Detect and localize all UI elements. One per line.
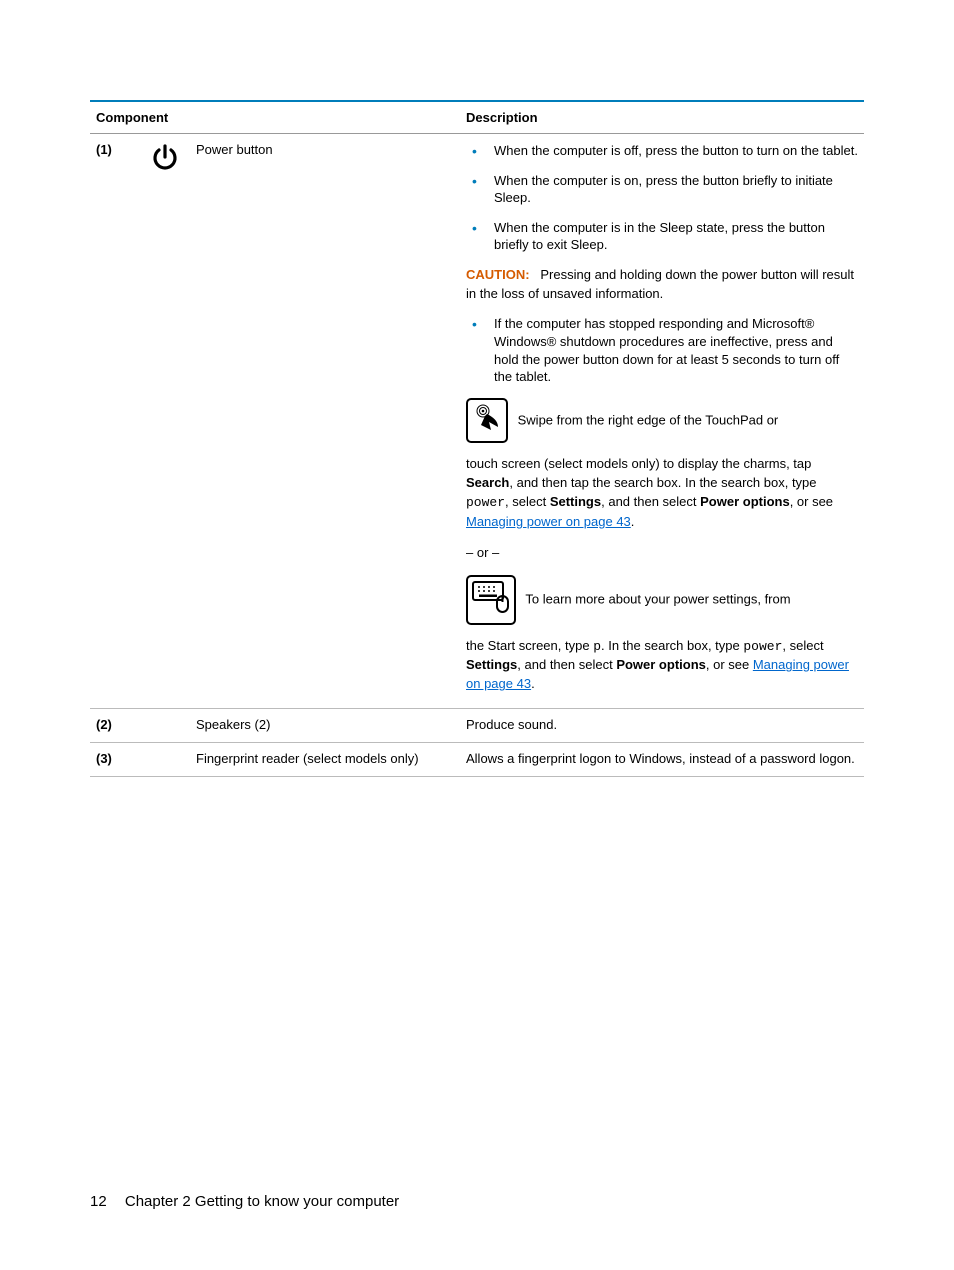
power-icon: [140, 134, 190, 709]
component-table: Component Description (1) Power button W…: [90, 100, 864, 777]
caution-label: CAUTION:: [466, 267, 530, 282]
component-description: Produce sound.: [460, 709, 864, 743]
swipe-lead: Swipe from the right edge of the TouchPa…: [518, 412, 779, 427]
table-row: (3) Fingerprint reader (select models on…: [90, 743, 864, 777]
or-divider: – or –: [466, 544, 858, 563]
bullet-item: When the computer is on, press the butto…: [484, 172, 858, 207]
keyboard-instruction: To learn more about your power settings,…: [466, 575, 858, 625]
swipe-paragraph: touch screen (select models only) to dis…: [466, 455, 858, 531]
header-description: Description: [460, 101, 864, 134]
managing-power-link[interactable]: Managing power on page 43: [466, 514, 631, 529]
row-number: (2): [90, 709, 140, 743]
keyboard-paragraph: the Start screen, type p. In the search …: [466, 637, 858, 695]
kb-lead: To learn more about your power settings,…: [525, 591, 790, 606]
swipe-instruction: Swipe from the right edge of the TouchPa…: [466, 398, 858, 444]
bullet-item: When the computer is off, press the butt…: [484, 142, 858, 160]
component-description: When the computer is off, press the butt…: [460, 134, 864, 709]
caution-paragraph: CAUTION: Pressing and holding down the p…: [466, 266, 858, 304]
row-number: (3): [90, 743, 140, 777]
page-number: 12: [90, 1193, 107, 1210]
page-footer: 12 Chapter 2 Getting to know your comput…: [90, 1193, 399, 1210]
component-name: Power button: [190, 134, 460, 709]
table-row: (2) Speakers (2) Produce sound.: [90, 709, 864, 743]
component-name: Speakers (2): [190, 709, 460, 743]
bullet-item: When the computer is in the Sleep state,…: [484, 219, 858, 254]
chapter-title: Chapter 2 Getting to know your computer: [125, 1193, 399, 1210]
row-number: (1): [90, 134, 140, 709]
table-row: (1) Power button When the computer is of…: [90, 134, 864, 709]
keyboard-mouse-icon: [466, 575, 516, 625]
header-component: Component: [90, 101, 460, 134]
bullet-list: When the computer is off, press the butt…: [466, 142, 858, 254]
table-header-row: Component Description: [90, 101, 864, 134]
bullet-list: If the computer has stopped responding a…: [466, 315, 858, 385]
component-name: Fingerprint reader (select models only): [190, 743, 460, 777]
touch-gesture-icon: [466, 398, 508, 444]
component-description: Allows a fingerprint logon to Windows, i…: [460, 743, 864, 777]
bullet-item: If the computer has stopped responding a…: [484, 315, 858, 385]
document-page: Component Description (1) Power button W…: [0, 0, 954, 777]
